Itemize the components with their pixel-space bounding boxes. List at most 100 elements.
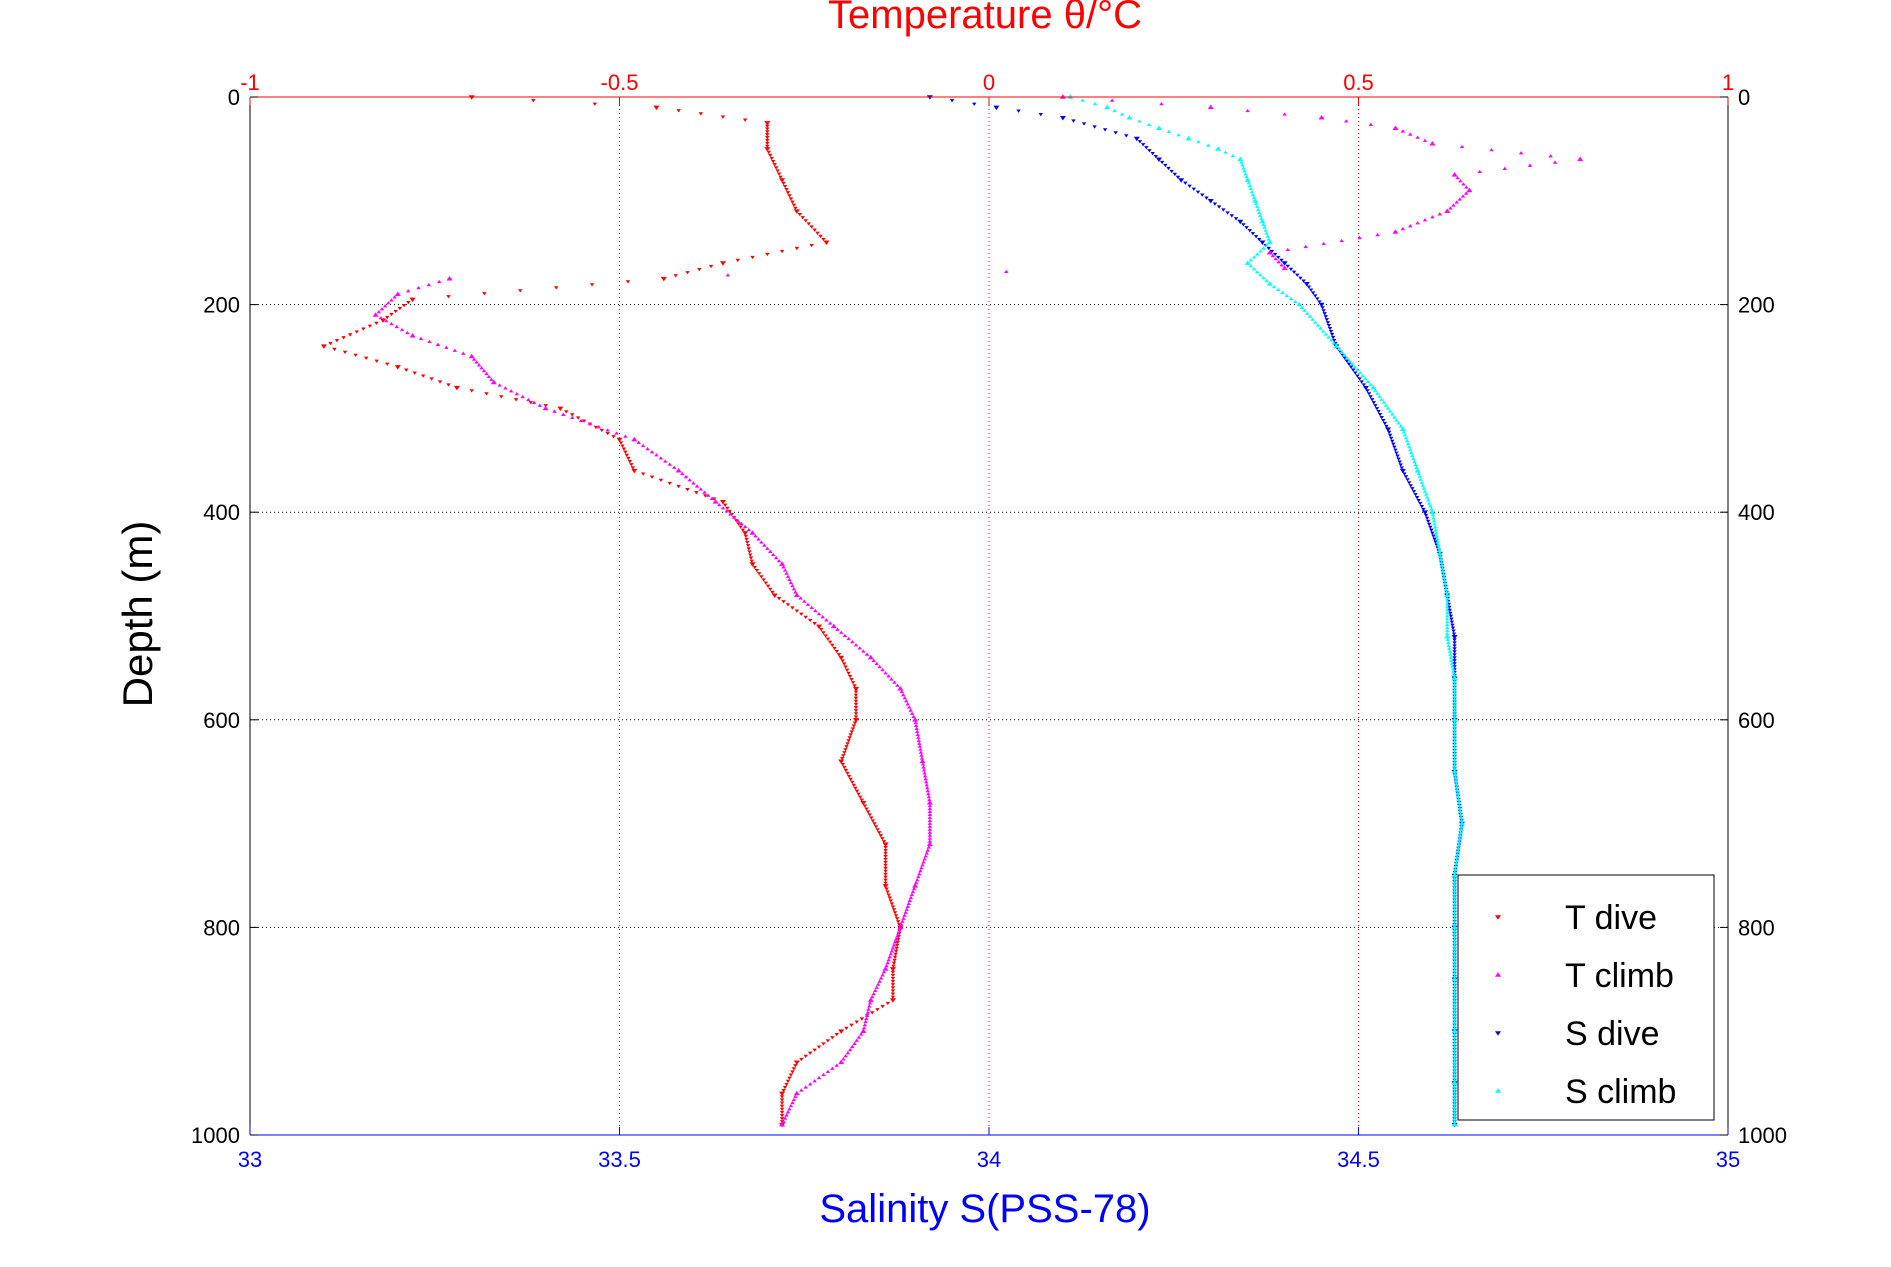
profile-marker-t-dive — [891, 908, 897, 912]
legend-marker-t-climb — [1495, 972, 1501, 977]
profile-marker-t-dive — [847, 736, 852, 740]
profile-marker-s-dive — [1212, 202, 1218, 206]
profile-marker-t-climb — [782, 568, 788, 572]
profile-marker-t-dive — [697, 267, 702, 272]
profile-marker-t-dive — [853, 715, 859, 719]
profile-marker-s-climb — [1444, 602, 1450, 606]
profile-marker-t-dive — [842, 751, 847, 755]
profile-marker-s-dive — [1276, 255, 1281, 260]
profile-marker-s-climb — [1432, 522, 1437, 526]
profile-marker-s-dive — [1395, 454, 1400, 458]
profile-marker-s-climb — [1452, 870, 1458, 874]
profile-marker-t-climb — [877, 664, 882, 669]
profile-marker-t-climb — [762, 543, 767, 547]
data-point-t-dive — [771, 593, 778, 598]
profile-marker-t-climb — [816, 611, 822, 616]
profile-marker-t-dive — [897, 923, 902, 927]
profile-marker-t-dive — [779, 1117, 785, 1121]
profile-marker-t-climb — [570, 415, 575, 420]
data-point-t-dive — [764, 121, 771, 126]
profile-marker-s-climb — [1444, 625, 1450, 630]
profile-marker-s-climb — [1452, 879, 1457, 883]
profile-marker-t-climb — [486, 374, 492, 379]
profile-marker-t-dive — [553, 286, 559, 290]
profile-marker-t-dive — [850, 681, 856, 685]
profile-marker-t-dive — [779, 1104, 785, 1108]
profile-marker-t-dive — [853, 786, 858, 790]
profile-marker-t-dive — [893, 914, 899, 918]
profile-marker-t-dive — [592, 102, 598, 106]
profile-marker-t-dive — [782, 1085, 788, 1090]
profile-marker-t-climb — [857, 646, 862, 650]
profile-marker-t-climb — [917, 744, 923, 748]
profile-marker-t-climb — [914, 726, 919, 731]
profile-marker-t-dive — [836, 653, 842, 657]
profile-marker-s-climb — [1452, 1007, 1457, 1012]
axes: -1 -0.5 0 0.5 1 33 33.5 34 34.5 35 0 0 200 200 400 400 6… — [191, 70, 1787, 1172]
profile-marker-s-climb — [1248, 264, 1254, 268]
y-tick-label-left: 400 — [203, 500, 240, 525]
profile-marker-s-dive — [1038, 112, 1043, 117]
profile-marker-s-climb — [1452, 720, 1457, 725]
profile-marker-s-dive — [1301, 279, 1306, 283]
profile-marker-t-climb — [658, 456, 664, 460]
profile-marker-s-climb — [1428, 504, 1433, 508]
profile-marker-t-dive — [788, 1073, 794, 1077]
profile-marker-t-climb — [841, 1057, 846, 1061]
profile-marker-s-dive — [1452, 656, 1457, 660]
data-point-s-climb — [1458, 820, 1465, 826]
profile-marker-t-climb — [927, 833, 933, 837]
profile-marker-t-dive — [765, 130, 770, 134]
profile-marker-s-climb — [1454, 781, 1459, 786]
profile-marker-t-dive — [599, 428, 604, 433]
profile-marker-t-dive — [883, 881, 888, 885]
profile-marker-s-dive — [1348, 365, 1354, 369]
profile-marker-t-climb — [680, 471, 685, 476]
profile-marker-s-climb — [1435, 539, 1440, 544]
profile-marker-t-dive — [892, 958, 897, 963]
profile-marker-s-climb — [1447, 649, 1453, 653]
profile-marker-s-climb — [1454, 858, 1459, 862]
profile-marker-s-climb — [1284, 293, 1289, 298]
profile-marker-t-climb — [909, 892, 915, 897]
profile-marker-s-climb — [1443, 584, 1448, 588]
profile-marker-s-dive — [1382, 421, 1388, 426]
data-point-s-climb — [1266, 239, 1273, 245]
profile-marker-s-climb — [1442, 581, 1448, 585]
profile-marker-s-dive — [1247, 229, 1252, 233]
profile-marker-s-climb — [1452, 928, 1457, 932]
profile-marker-t-dive — [484, 392, 489, 396]
profile-marker-s-climb — [1452, 934, 1457, 938]
profile-marker-s-dive — [1403, 475, 1409, 479]
profile-marker-s-climb — [1455, 791, 1460, 795]
profile-marker-t-dive — [469, 389, 474, 393]
profile-marker-t-climb — [654, 453, 659, 457]
profile-marker-t-dive — [768, 587, 773, 591]
profile-marker-s-climb — [1246, 181, 1251, 185]
data-point-t-climb — [675, 467, 682, 473]
profile-marker-s-climb — [1302, 308, 1307, 312]
profile-marker-t-climb — [687, 478, 692, 482]
data-point-t-dive — [852, 686, 859, 692]
data-point-t-dive — [631, 468, 638, 474]
profile-marker-t-climb — [776, 559, 782, 563]
profile-marker-t-dive — [759, 575, 764, 579]
profile-marker-s-climb — [1452, 685, 1457, 689]
profile-marker-t-dive — [446, 295, 451, 299]
profile-marker-t-dive — [754, 569, 760, 573]
profile-marker-t-dive — [746, 547, 752, 551]
profile-marker-t-dive — [840, 757, 845, 761]
profile-marker-s-climb — [1452, 714, 1457, 719]
profile-marker-t-climb — [921, 768, 927, 772]
profile-marker-s-climb — [1452, 971, 1457, 975]
profile-marker-s-climb — [1452, 1056, 1457, 1060]
profile-marker-t-climb — [906, 901, 911, 905]
profile-marker-s-dive — [1419, 504, 1425, 509]
profile-marker-s-climb — [1342, 353, 1347, 357]
profile-marker-s-dive — [1321, 309, 1326, 313]
profile-marker-s-climb — [1452, 980, 1457, 984]
profile-marker-t-dive — [673, 274, 678, 278]
profile-marker-s-dive — [1452, 665, 1457, 669]
profile-marker-t-climb — [922, 774, 928, 778]
profile-marker-t-climb — [787, 1107, 792, 1111]
